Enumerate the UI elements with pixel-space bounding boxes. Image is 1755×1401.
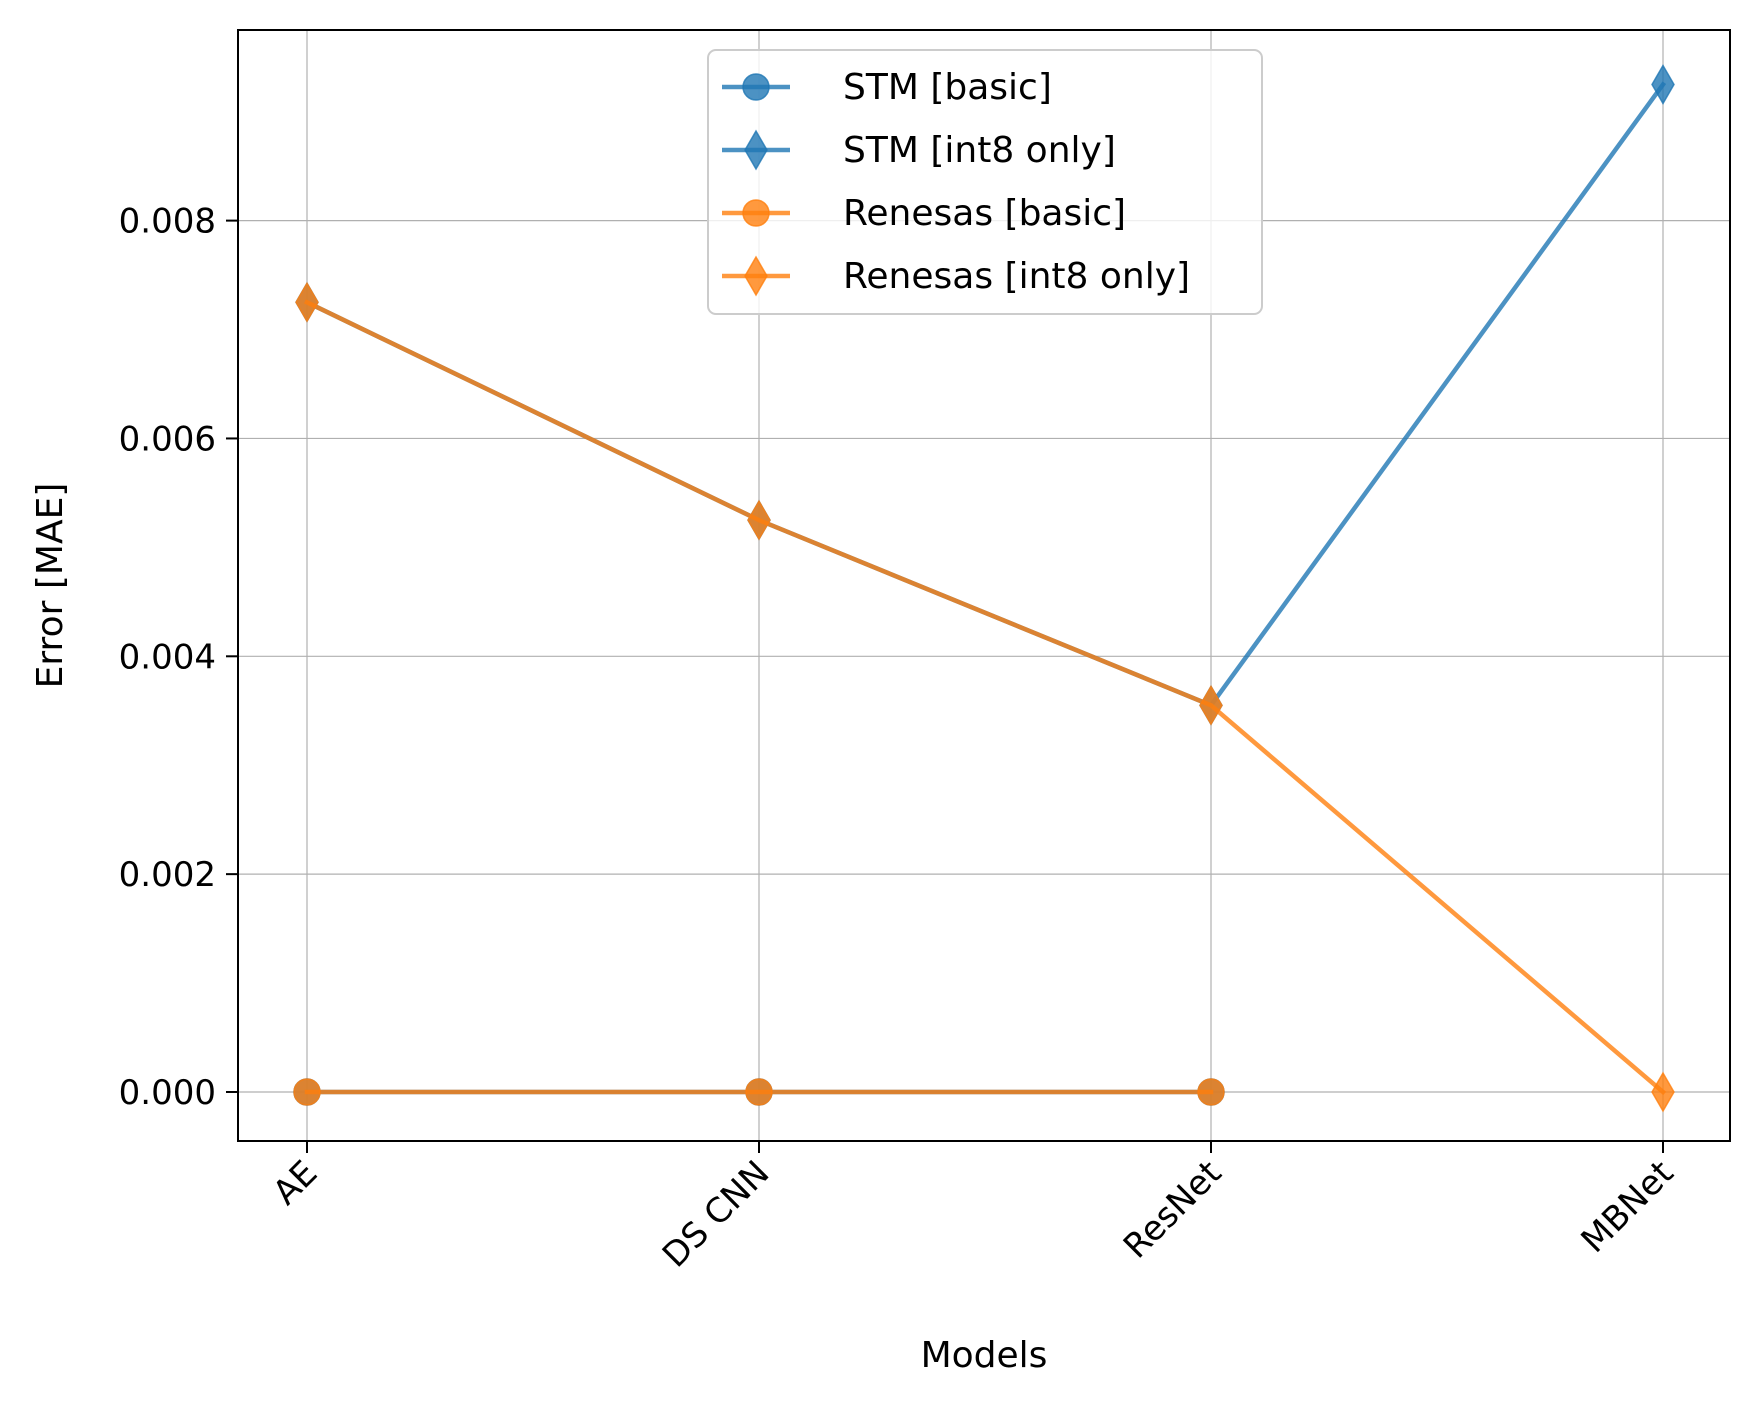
diamond-marker — [747, 499, 771, 541]
legend-circle-marker — [742, 73, 770, 101]
y-tick-label: 0.008 — [119, 202, 216, 242]
y-axis-label: Error [MAE] — [30, 483, 71, 689]
plot-frame — [237, 29, 1731, 1142]
legend-label: Renesas [basic] — [843, 193, 1126, 234]
legend-item: STM [basic] — [722, 67, 1052, 108]
series-renesas-basic — [293, 1078, 1225, 1106]
legend-label: STM [basic] — [843, 67, 1052, 108]
series-renesas-int8-only — [295, 281, 1675, 1113]
x-axis-label: Models — [921, 1335, 1048, 1376]
series-line — [303, 299, 1667, 1096]
diamond-marker — [295, 281, 319, 323]
series-layer — [293, 63, 1675, 1113]
y-tick-label: 0.002 — [119, 855, 216, 895]
y-tick-label: 0.000 — [119, 1073, 216, 1113]
legend-diamond-marker — [744, 255, 768, 297]
legend-circle-marker — [742, 199, 770, 227]
y-tick-label: 0.004 — [119, 637, 216, 677]
legend-item: Renesas [basic] — [722, 193, 1126, 234]
circle-marker — [745, 1078, 773, 1106]
y-tick-label: 0.006 — [119, 419, 216, 459]
legend-box — [707, 49, 1263, 315]
diamond-marker — [1651, 63, 1675, 105]
legend-diamond-marker — [744, 129, 768, 171]
legend: STM [basic] STM [int8 only] Renesas [basic… — [707, 49, 1263, 315]
circle-marker — [293, 1078, 321, 1106]
legend-label: Renesas [int8 only] — [843, 256, 1190, 297]
diamond-marker — [1651, 1071, 1675, 1113]
legend-label: STM [int8 only] — [843, 130, 1116, 171]
legend-item: Renesas [int8 only] — [722, 255, 1190, 297]
diamond-marker — [1199, 684, 1223, 726]
circle-marker — [1197, 1078, 1225, 1106]
legend-item: STM [int8 only] — [722, 129, 1116, 171]
